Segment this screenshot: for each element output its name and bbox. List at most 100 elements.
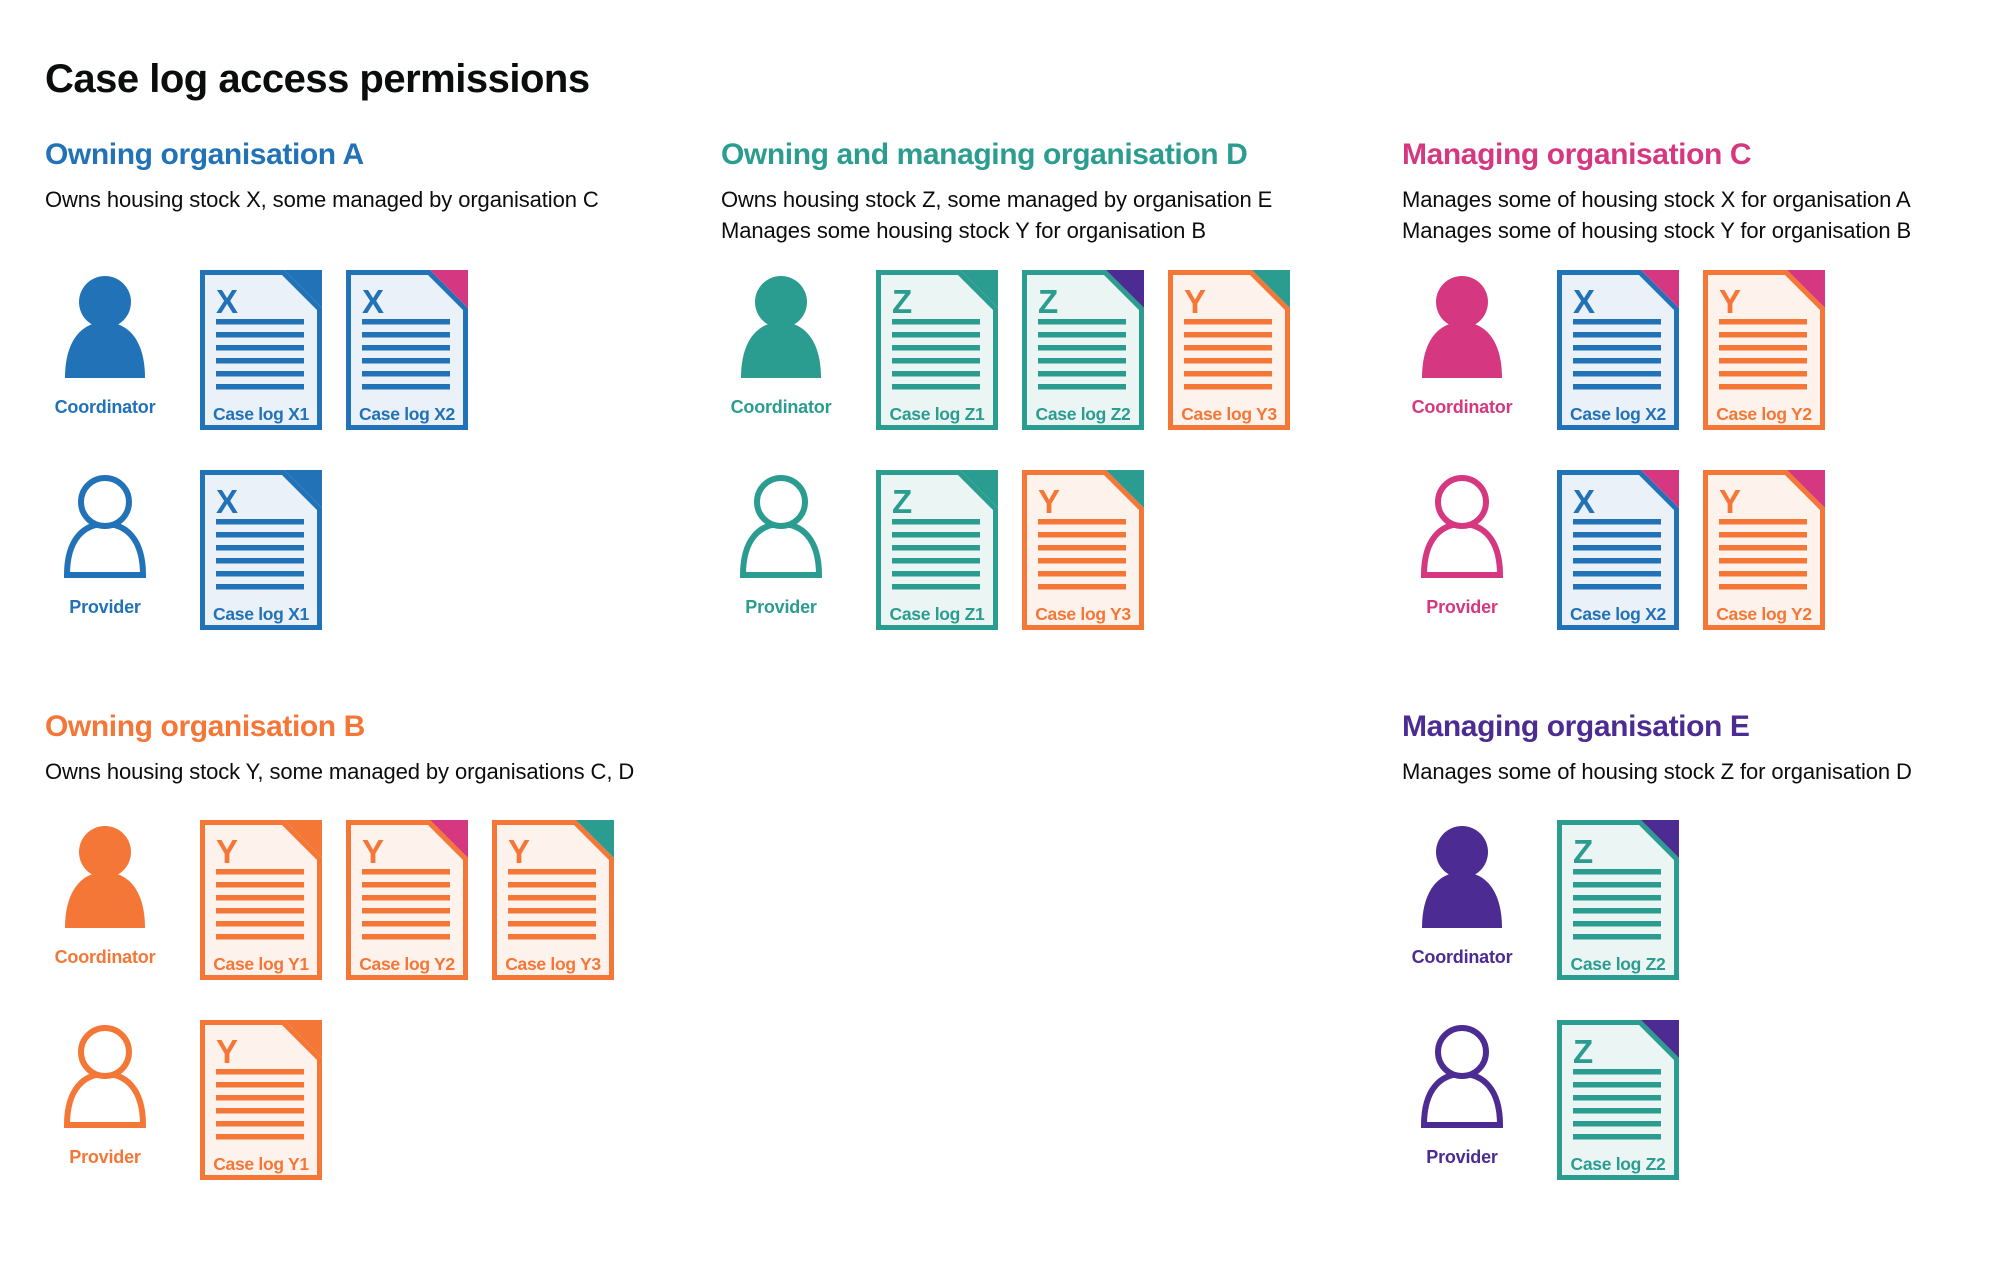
case-log-document: Z Case log Z1 — [876, 270, 998, 430]
document-icon: Y Case log Y1 — [200, 1020, 322, 1180]
case-log-document: Z Case log Z2 — [1022, 270, 1144, 430]
doc-stock-letter: X — [216, 483, 238, 520]
doc-label: Case log Y3 — [1181, 404, 1277, 424]
org-e-provider-row: Provider Z Case log Z2 — [1402, 1020, 1679, 1180]
section-heading: Managing organisation E — [1402, 710, 1750, 743]
coordinator-icon — [1422, 276, 1502, 378]
provider-icon — [739, 475, 823, 578]
document-icon: Y Case log Y2 — [1703, 470, 1825, 630]
section-description: Owns housing stock X, some managed by or… — [45, 184, 599, 215]
section-heading: Owning and managing organisation D — [721, 138, 1248, 171]
provider-label: Provider — [1426, 597, 1498, 617]
doc-label: Case log Z1 — [890, 404, 985, 424]
case-log-document: Y Case log Y3 — [1022, 470, 1144, 630]
coordinator-icon — [1422, 826, 1502, 928]
document-icon: Z Case log Z2 — [1557, 820, 1679, 980]
coordinator-label: Coordinator — [54, 397, 156, 417]
document-icon: Y Case log Y3 — [1022, 470, 1144, 630]
case-log-list: Y Case log Y1 Y Case log Y2 Y Case log Y3 — [200, 820, 614, 980]
document-icon: Z Case log Z2 — [1557, 1020, 1679, 1180]
document-icon: X Case log X2 — [1557, 270, 1679, 430]
folded-corner-icon — [1252, 270, 1290, 308]
folded-corner-icon — [1641, 820, 1679, 858]
document-icon: Z Case log Z2 — [1022, 270, 1144, 430]
coordinator-label: Coordinator — [1411, 947, 1513, 967]
provider-figure: Provider — [1402, 470, 1557, 630]
document-icon: X Case log X1 — [200, 270, 322, 430]
provider-icon — [63, 475, 147, 578]
doc-label: Case log X2 — [1570, 604, 1666, 624]
provider-figure: Provider — [45, 1020, 200, 1180]
page-title: Case log access permissions — [45, 56, 590, 101]
case-log-document: Y Case log Y3 — [1168, 270, 1290, 430]
doc-stock-letter: Y — [1184, 283, 1206, 320]
case-log-list: Z Case log Z2 — [1557, 820, 1679, 980]
org-a-coordinator-row: Coordinator X Case log X1 X Case log X2 — [45, 270, 468, 430]
section-description: Owns housing stock Z, some managed by or… — [721, 184, 1272, 246]
case-log-document: Y Case log Y3 — [492, 820, 614, 980]
document-icon: Z Case log Z1 — [876, 470, 998, 630]
document-icon: Y Case log Y2 — [1703, 270, 1825, 430]
coordinator-icon — [741, 276, 821, 378]
doc-stock-letter: Y — [216, 1033, 238, 1070]
case-log-document: Y Case log Y1 — [200, 1020, 322, 1180]
doc-stock-letter: Z — [1573, 1033, 1593, 1070]
doc-label: Case log X2 — [1570, 404, 1666, 424]
doc-label: Case log Y1 — [213, 954, 309, 974]
case-log-document: X Case log X2 — [1557, 270, 1679, 430]
folded-corner-icon — [576, 820, 614, 858]
case-log-list: Z Case log Z2 — [1557, 1020, 1679, 1180]
doc-stock-letter: Y — [508, 833, 530, 870]
folded-corner-icon — [1787, 270, 1825, 308]
section-heading: Owning organisation B — [45, 710, 365, 743]
org-c-provider-row: Provider X Case log X2 Y Case log Y2 — [1402, 470, 1825, 630]
org-d-coordinator-row: Coordinator Z Case log Z1 Z Case log Z2 Y Case… — [721, 270, 1290, 430]
coordinator-icon — [65, 826, 145, 928]
doc-stock-letter: Y — [216, 833, 238, 870]
folded-corner-icon — [430, 270, 468, 308]
folded-corner-icon — [284, 820, 322, 858]
description-line: Manages some of housing stock Z for orga… — [1402, 759, 1912, 784]
provider-figure: Provider — [1402, 1020, 1557, 1180]
folded-corner-icon — [284, 470, 322, 508]
description-line: Manages some housing stock Y for organis… — [721, 218, 1206, 243]
doc-stock-letter: Z — [1038, 283, 1058, 320]
coordinator-label: Coordinator — [730, 397, 832, 417]
provider-figure: Provider — [45, 470, 200, 630]
doc-label: Case log Y2 — [1716, 604, 1812, 624]
case-log-list: Z Case log Z1 Z Case log Z2 Y Case log Y3 — [876, 270, 1290, 430]
coordinator-figure: Coordinator — [721, 270, 876, 430]
doc-stock-letter: Y — [1719, 483, 1741, 520]
document-icon: Z Case log Z1 — [876, 270, 998, 430]
doc-stock-letter: X — [362, 283, 384, 320]
coordinator-icon — [65, 276, 145, 378]
case-log-document: X Case log X1 — [200, 270, 322, 430]
org-c-coordinator-row: Coordinator X Case log X2 Y Case log Y2 — [1402, 270, 1825, 430]
case-log-list: X Case log X1 — [200, 470, 322, 630]
case-log-document: Y Case log Y2 — [1703, 470, 1825, 630]
section-heading: Owning organisation A — [45, 138, 364, 171]
case-log-document: Z Case log Z2 — [1557, 820, 1679, 980]
provider-figure: Provider — [721, 470, 876, 630]
provider-label: Provider — [69, 597, 141, 617]
folded-corner-icon — [960, 270, 998, 308]
folded-corner-icon — [1106, 270, 1144, 308]
doc-label: Case log X2 — [359, 404, 455, 424]
document-icon: X Case log X1 — [200, 470, 322, 630]
folded-corner-icon — [1787, 470, 1825, 508]
document-icon: X Case log X2 — [1557, 470, 1679, 630]
folded-corner-icon — [430, 820, 468, 858]
case-log-list: X Case log X1 X Case log X2 — [200, 270, 468, 430]
doc-label: Case log Y3 — [505, 954, 601, 974]
section-description: Manages some of housing stock Z for orga… — [1402, 756, 1912, 787]
doc-label: Case log X1 — [213, 404, 309, 424]
description-line: Manages some of housing stock Y for orga… — [1402, 218, 1912, 243]
org-d-provider-row: Provider Z Case log Z1 Y Case log Y3 — [721, 470, 1144, 630]
doc-label: Case log Z2 — [1036, 404, 1131, 424]
doc-label: Case log Y2 — [1716, 404, 1812, 424]
org-b-provider-row: Provider Y Case log Y1 — [45, 1020, 322, 1180]
doc-label: Case log Y1 — [213, 1154, 309, 1174]
provider-icon — [1420, 1025, 1504, 1128]
case-log-document: X Case log X2 — [1557, 470, 1679, 630]
